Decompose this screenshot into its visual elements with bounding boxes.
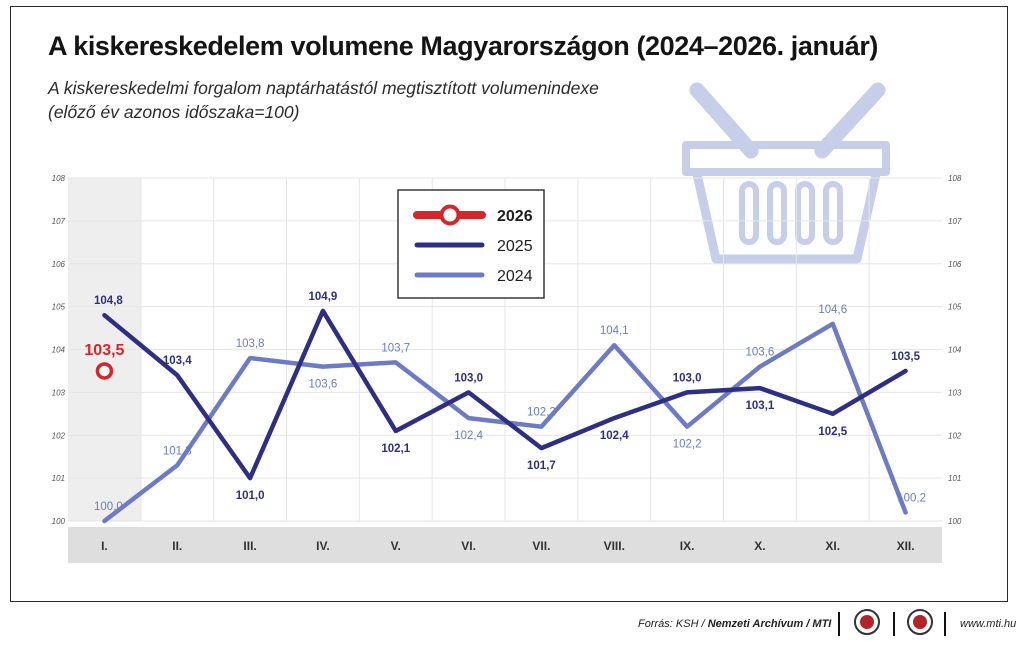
data-label-2024: 102,2 [527,407,556,419]
y-tick-label-left: 102 [52,431,66,440]
y-tick-label-left: 105 [52,303,66,312]
y-tick-label-right: 101 [948,474,961,483]
x-tick-label: VII. [532,539,550,553]
chart-title: A kiskereskedelem volumene Magyarországo… [48,31,879,61]
legend-label-2026: 2026 [497,208,533,225]
series-line-2025 [102,308,908,481]
x-tick-label: III. [243,539,256,553]
data-label-2024: 103,6 [309,379,338,391]
subtitle-line-1: A kiskereskedelmi forgalom naptárhatástó… [48,78,599,98]
x-tick-label: XII. [897,539,915,553]
separator [944,612,946,636]
data-label-2024: 100,0 [94,501,123,513]
data-label-2025: 103,4 [163,355,192,367]
data-label-2024: 103,6 [746,347,775,359]
data-label-2024: 103,7 [381,342,410,354]
mti-logo-icon [854,609,880,635]
data-label-2026: 103,5 [84,342,124,359]
y-tick-label-right: 100 [948,517,962,526]
chart-subtitle: A kiskereskedelmi forgalom naptárhatástó… [48,76,688,124]
y-tick-label-left: 103 [52,388,66,397]
data-label-2025: 102,4 [600,430,629,442]
y-tick-label-right: 106 [948,260,962,269]
data-label-2024: 102,2 [673,439,702,451]
x-tick-label: VIII. [604,539,625,553]
shopping-basket-icon [682,82,890,264]
x-tick-label: IX. [680,539,695,553]
separator [838,612,840,636]
x-tick-label: IV. [316,539,330,553]
legend-label-2024: 2024 [497,268,533,285]
data-label-2025: 103,1 [746,400,775,412]
x-tick-label: VI. [461,539,476,553]
y-tick-label-right: 103 [948,388,962,397]
data-label-2024: 103,8 [236,338,265,350]
website-link[interactable]: www.mti.hu [960,618,1017,630]
data-label-2025: 102,1 [381,443,410,455]
separator [893,612,895,636]
source-agency: Nemzeti Archívum / MTI [707,618,832,630]
data-label-2024: 104,1 [600,325,629,337]
y-tick-label-right: 104 [948,346,962,355]
data-label-2025: 101,7 [527,460,556,472]
chart-frame [10,6,1008,602]
data-label-2025: 104,8 [94,295,123,307]
data-label-2025: 103,0 [454,372,483,384]
data-label-2024: 100,2 [897,492,926,504]
source-prefix: Forrás: KSH / [638,618,708,630]
x-tick-label: II. [172,539,182,553]
y-tick-label-right: 108 [948,174,962,183]
x-axis-band [68,527,942,563]
legend-marker-2026 [439,204,461,226]
data-point-2026 [95,362,114,380]
y-tick-label-left: 108 [52,174,66,183]
data-label-2024: 104,6 [818,304,847,316]
data-label-2025: 103,5 [891,351,920,363]
legend-label-2025: 2025 [497,238,533,255]
footer: Forrás: KSH / Nemzeti Archívum / MTI www… [0,606,1024,646]
y-tick-label-left: 104 [52,346,66,355]
x-tick-label: V. [391,539,401,553]
data-label-2025: 103,0 [673,372,702,384]
chart-legend: 2026 2025 2024 [397,189,545,299]
y-tick-label-right: 105 [948,303,962,312]
source-credit: Forrás: KSH / Nemzeti Archívum / MTI [638,618,831,630]
x-tick-label: XI. [825,539,840,553]
y-tick-label-left: 101 [52,474,65,483]
line-chart: 100 100 101 101 102 102 103 103 104 104 105 105 106 1… [52,82,962,563]
data-label-2024: 101,3 [163,445,192,457]
y-tick-label-left: 107 [52,217,66,226]
x-tick-label: I. [101,539,108,553]
y-tick-label-right: 107 [948,217,962,226]
mti-seal-icon [907,609,933,635]
data-label-2025: 101,0 [236,490,265,502]
y-tick-label-right: 102 [948,431,962,440]
data-label-2024: 102,4 [454,430,483,442]
y-tick-label-left: 100 [52,517,66,526]
subtitle-line-2: (előző év azonos időszaka=100) [48,102,300,122]
data-label-2025: 104,9 [309,291,338,303]
y-tick-label-left: 106 [52,260,66,269]
x-tick-label: X. [754,539,765,553]
data-label-2025: 102,5 [818,426,847,438]
